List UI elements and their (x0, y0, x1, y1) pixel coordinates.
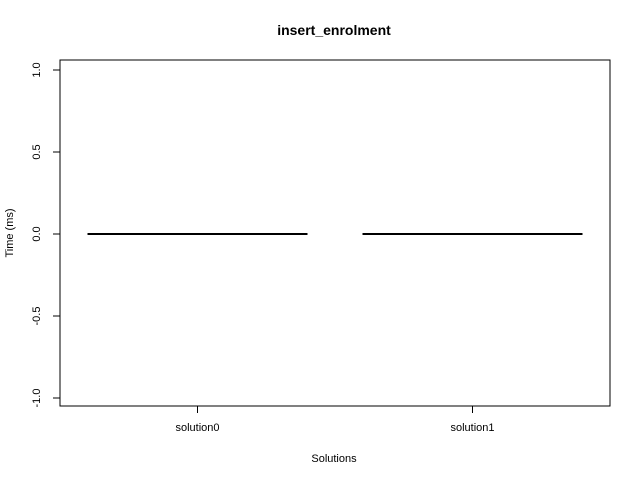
y-axis-label: Time (ms) (4, 208, 16, 257)
y-tick-label: 0.5 (31, 144, 43, 159)
x-axis-label: Solutions (311, 453, 357, 465)
y-tick-label: -1.0 (31, 389, 43, 408)
y-axis: -1.0 -0.5 0.0 0.5 1.0 (31, 62, 60, 407)
x-tick-label: solution0 (175, 422, 219, 434)
x-tick-label: solution1 (450, 422, 494, 434)
plot-frame (59, 59, 611, 407)
x-axis: solution0 solution1 (175, 406, 495, 434)
chart-title: insert_enrolment (277, 22, 391, 38)
y-tick-label: -0.5 (31, 307, 43, 326)
y-tick-label: 1.0 (31, 62, 43, 77)
y-tick-label: 0.0 (31, 226, 43, 241)
